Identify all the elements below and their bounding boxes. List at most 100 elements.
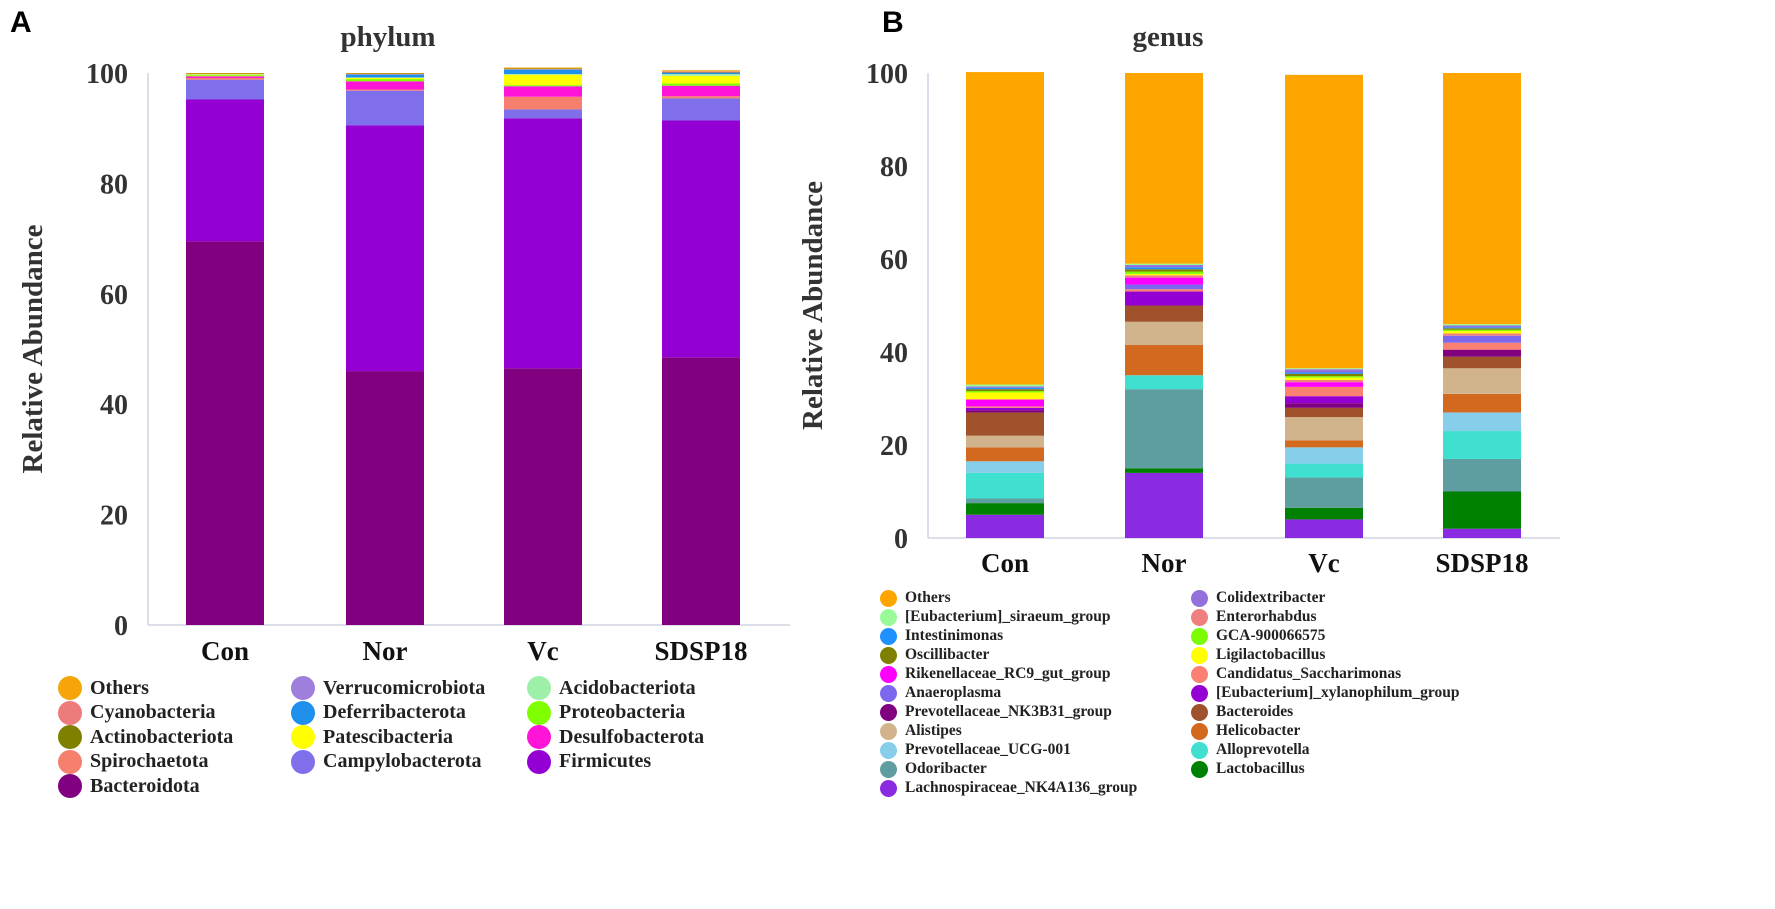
genus-bar-sdsp18-odoribacter [1443,458,1521,492]
genus-bar-con-helicobacter [966,447,1044,462]
phylum-x-tick-label: Vc [527,636,558,666]
genus-y-tick-label: 40 [880,338,908,369]
genus-x-tick-label: Con [981,548,1029,578]
legend-swatch [880,627,897,645]
legend-item-candidatus-saccharimonas: Candidatus_Saccharimonas [1191,665,1401,683]
legend-swatch [1191,703,1208,721]
genus-bar-sdsp18-lachnospiraceae-nk4a136-group [1443,528,1521,538]
genus-bar-vc-bacteroides [1285,407,1363,418]
legend-label: Firmicutes [559,750,652,772]
phylum-bar-vc-proteobacteria [504,85,582,87]
legend-label: Lactobacillus [1216,760,1305,777]
phylum-bar-con-campylobacterota [186,79,264,100]
phylum-bar-sdsp18-deferribacterota [662,73,740,75]
phylum-bar-sdsp18-cyanobacteria [662,71,740,72]
legend-item-prevotellaceae-ucg-001: Prevotellaceae_UCG-001 [880,741,1071,759]
legend-label: Colidextribacter [1216,589,1326,606]
genus-bar-nor-candidatus-saccharimonas [1125,289,1203,292]
phylum-bar-nor-firmicutes [346,125,424,372]
legend-label: Candidatus_Saccharimonas [1216,665,1402,682]
phylum-bar-sdsp18-campylobacterota [662,98,740,121]
genus-bar-vc-prevotellaceae-nk3b31-group [1285,403,1363,408]
genus-bar-nor-bacteroides [1125,305,1203,322]
genus-bar-nor-eubacterium-xylanophilum-group [1125,291,1203,306]
legend-swatch [291,676,315,700]
phylum-bar-sdsp18-firmicutes [662,120,740,358]
legend-label: Oscillibacter [905,646,990,663]
genus-x-tick-label: SDSP18 [1435,548,1528,578]
genus-x-tick-label: Vc [1308,548,1339,578]
genus-bar-nor-gca-900066575 [1125,271,1203,274]
panel-b-label: B [882,6,904,39]
phylum-bar-nor-proteobacteria [346,79,424,82]
legend-swatch [880,589,897,607]
phylum-y-tick-label: 0 [114,611,128,642]
phylum-bar-vc-verrucomicrobiota [504,69,582,70]
phylum-bar-vc-firmicutes [504,118,582,369]
phylum-bar-vc-deferribacterota [504,69,582,75]
legend-swatch [527,749,551,774]
legend-swatch [527,725,551,749]
legend-label: Rikenellaceae_RC9_gut_group [905,665,1111,682]
legend-swatch [880,722,897,740]
genus-bar-con-intestinimonas [966,387,1044,390]
genus-bar-vc-alistipes [1285,417,1363,441]
genus-title: genus [1133,21,1204,53]
legend-item-firmicutes: Firmicutes [527,749,652,774]
legend-swatch [880,684,897,702]
legend-swatch [291,749,315,774]
legend-label: [Eubacterium]_xylanophilum_group [1216,684,1460,701]
genus-bar-sdsp18-prevotellaceae-nk3b31-group [1443,349,1521,357]
legend-item-helicobacter: Helicobacter [1191,722,1300,740]
genus-bar-nor-enterorhabdus [1125,275,1203,278]
genus-bar-nor-others [1125,73,1203,264]
legend-item-alistipes: Alistipes [880,722,962,740]
legend-label: Ligilactobacillus [1216,646,1326,663]
phylum-x-tick-label: Con [201,636,249,666]
legend-item-spirochaetota: Spirochaetota [58,749,209,774]
phylum-bar-con-proteobacteria [186,75,264,77]
phylum-bar-sdsp18-actinobacteriota [662,71,740,73]
genus-x-tick-label: Nor [1142,548,1187,578]
phylum-bar-vc-desulfobacterota [504,86,582,97]
legend-swatch [880,741,897,759]
legend-label: Anaeroplasma [905,684,1002,701]
legend-label: Bacteroidota [90,774,200,797]
legend-item-verrucomicrobiota: Verrucomicrobiota [291,676,485,700]
genus-bar-nor-alloprevotella [1125,375,1203,390]
genus-y-axis-label: Relative Abundance [797,181,829,430]
legend-label: Odoribacter [905,760,987,777]
legend-swatch [880,703,897,721]
genus-bar-nor-helicobacter [1125,345,1203,376]
phylum-y-tick-label: 60 [100,280,128,311]
phylum-bar-vc-actinobacteriota [504,68,582,70]
legend-item-eubacterium-siraeum-group: [Eubacterium]_siraeum_group [880,608,1111,626]
legend-item-oscillibacter: Oscillibacter [880,646,989,664]
genus-bar-vc-alloprevotella [1285,463,1363,478]
legend-item-intestinimonas: Intestinimonas [880,627,1003,645]
genus-bar-nor-eubacterium-siraeum-group [1125,263,1203,266]
legend-swatch [1191,741,1208,759]
legend-swatch [58,749,82,774]
legend-label: Deferribacterota [323,701,466,723]
legend-item-ligilactobacillus: Ligilactobacillus [1191,646,1325,664]
genus-bar-con-prevotellaceae-ucg-001 [966,461,1044,473]
legend-label: Helicobacter [1216,722,1301,739]
phylum-bar-sdsp18-acidobacteriota [662,74,740,76]
legend-label: Verrucomicrobiota [323,676,486,699]
legend-swatch [1191,646,1208,664]
legend-swatch [291,700,315,725]
legend-label: Enterorhabdus [1216,608,1317,625]
legend-label: Prevotellaceae_NK3B31_group [905,703,1112,720]
genus-bar-vc-lactobacillus [1285,507,1363,520]
legend-swatch [880,779,897,797]
legend-item-campylobacterota: Campylobacterota [291,749,482,774]
phylum-bar-con-others [186,73,264,74]
genus-bar-con-others [966,72,1044,385]
legend-item-gca-900066575: GCA-900066575 [1191,627,1325,645]
genus-bar-sdsp18-others [1443,73,1521,325]
legend-item-proteobacteria: Proteobacteria [527,700,685,725]
phylum-y-tick-label: 20 [100,501,128,532]
legend-swatch [1191,722,1208,740]
genus-bar-con-prevotellaceae-nk3b31-group [966,410,1044,413]
